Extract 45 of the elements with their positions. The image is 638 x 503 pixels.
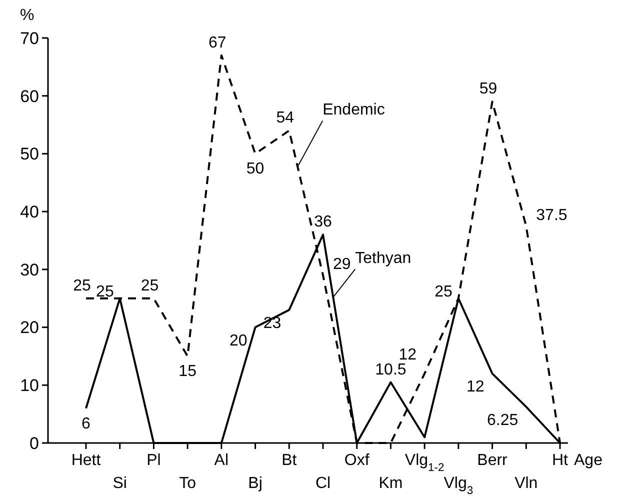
data-label: 59 [479, 80, 498, 98]
y-tick-label: 10 [20, 376, 39, 396]
x-tick-label: Al [214, 452, 229, 469]
y-tick-label: 40 [20, 202, 39, 222]
data-label: 67 [208, 34, 226, 52]
y-axis-title: % [20, 7, 34, 24]
data-label: 25 [96, 283, 114, 300]
x-tick-label: Bj [248, 475, 262, 492]
text: Endemic [322, 102, 385, 119]
x-tick-label: Cl [315, 475, 331, 492]
x-tick-label: Berr [477, 452, 508, 469]
y-tick-label: 60 [20, 86, 39, 106]
data-label: 12 [466, 378, 484, 396]
data-label: 29 [333, 256, 351, 274]
data-label: 10.5 [375, 361, 406, 378]
data-label: 37.5 [536, 207, 568, 224]
data-label: 6 [82, 415, 91, 432]
y-tick-label: 70 [20, 28, 39, 48]
x-tick-label: Pl [146, 452, 161, 469]
data-label: 20 [229, 332, 248, 350]
x-tick-label: Vln [514, 475, 538, 492]
data-label: 15 [178, 363, 197, 380]
series-label: Tethyan [355, 250, 412, 268]
x-tick-label: To [179, 475, 196, 492]
data-label: 25 [434, 283, 453, 300]
x-tick-label: Vlg$_{3}$ [444, 475, 474, 497]
data-label: 6.25 [487, 412, 518, 429]
x-tick-label: Si [112, 475, 127, 492]
x-tick-label: Km [378, 475, 403, 492]
data-label: 36 [314, 214, 332, 231]
data-label: 25 [140, 277, 159, 294]
x-tick-label: Oxf [344, 452, 370, 469]
y-tick-label: 0 [30, 434, 39, 453]
x-tick-label: Vlg$_{1-2}$ [404, 452, 444, 474]
x-tick-label: Hett [71, 452, 102, 469]
y-tick-label: 30 [20, 260, 39, 280]
x-tick-label: Ht [552, 452, 569, 469]
x-tick-label: Bt [282, 452, 298, 469]
y-tick-label: 50 [20, 144, 39, 164]
data-label: 50 [246, 160, 264, 178]
data-label: 54 [276, 110, 294, 127]
y-tick-label: 20 [20, 318, 39, 338]
data-label: 25 [73, 277, 91, 294]
data-label: 12 [398, 346, 417, 364]
x-axis-title: Age [574, 452, 603, 469]
